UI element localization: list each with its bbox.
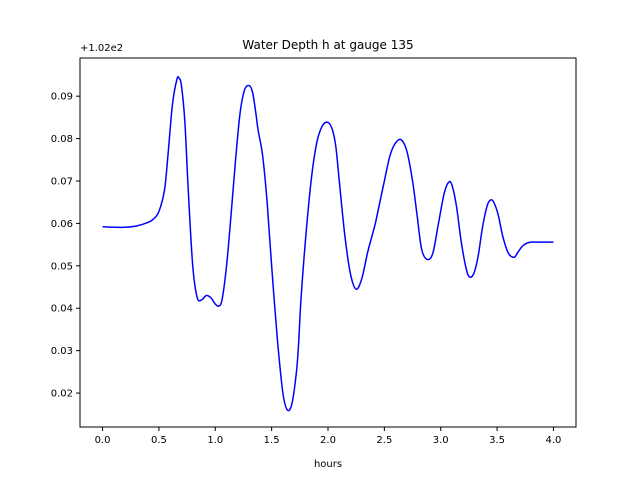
series-layer xyxy=(102,75,554,412)
x-tick-label: 0.0 xyxy=(95,435,111,446)
series-line-0 xyxy=(102,75,554,412)
x-tick-label: 1.5 xyxy=(264,435,280,446)
x-tick-label: 1.0 xyxy=(207,435,223,446)
y-tick-label: 0.05 xyxy=(51,261,73,272)
x-axis-ticks: 0.0 0.5 1.0 1.5 2.0 2.5 3.0 3.5 4.0 xyxy=(95,427,562,446)
y-tick-label: 0.07 xyxy=(51,177,73,188)
chart-title: Water Depth h at gauge 135 xyxy=(242,38,413,52)
y-tick-label: 0.09 xyxy=(51,92,73,103)
x-tick-label: 4.0 xyxy=(546,435,562,446)
y-tick-label: 0.06 xyxy=(51,219,73,230)
y-tick-label: 0.02 xyxy=(51,389,73,400)
y-tick-label: 0.04 xyxy=(51,304,73,315)
plot-frame xyxy=(79,57,577,428)
x-tick-label: 0.5 xyxy=(151,435,167,446)
y-tick-label: 0.03 xyxy=(51,346,73,357)
x-tick-label: 3.5 xyxy=(489,435,505,446)
x-tick-label: 3.0 xyxy=(433,435,449,446)
x-tick-label: 2.5 xyxy=(376,435,392,446)
y-axis-ticks: 0.02 0.03 0.04 0.05 0.06 0.07 0.08 0.09 xyxy=(51,92,80,400)
x-axis-label: hours xyxy=(314,459,342,470)
x-tick-label: 2.0 xyxy=(320,435,336,446)
y-offset-label: +1.02e2 xyxy=(80,43,123,54)
y-tick-label: 0.08 xyxy=(51,134,73,145)
